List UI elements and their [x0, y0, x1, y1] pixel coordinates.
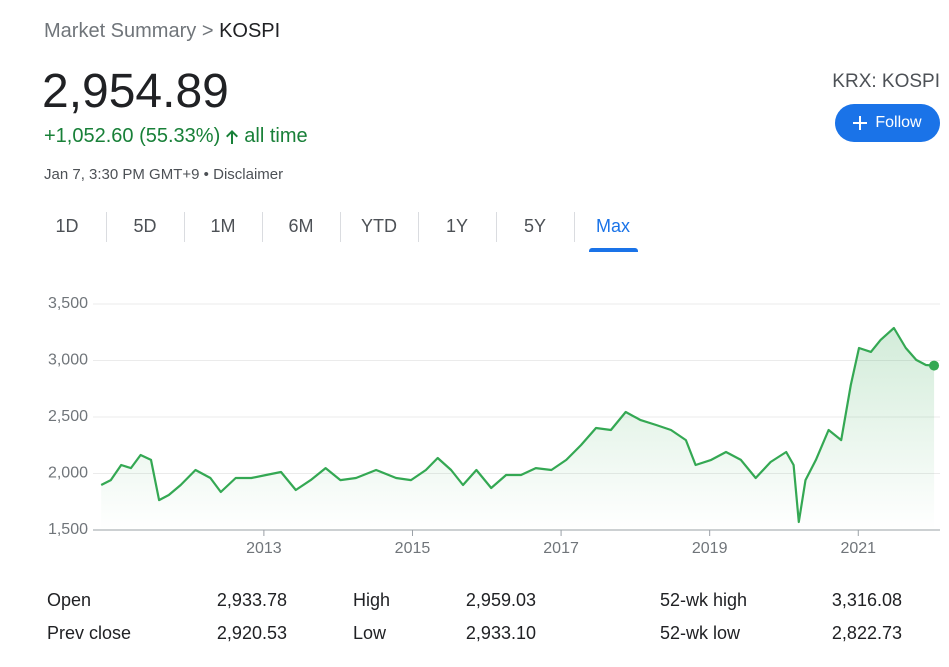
- follow-label: Follow: [875, 114, 922, 131]
- stat-value: 2,933.78: [216, 590, 287, 610]
- breadcrumb-current: KOSPI: [219, 20, 281, 42]
- range-tab[interactable]: 1M: [184, 210, 262, 248]
- stat-label: High: [353, 590, 391, 610]
- timestamp-line: Jan 7, 3:30 PM GMT+9 • Disclaimer: [44, 166, 283, 183]
- stat-label: Open: [47, 590, 92, 610]
- y-tick-label: 3,000: [48, 352, 88, 369]
- stat-label: Low: [353, 623, 387, 643]
- end-point: [929, 360, 940, 371]
- range-tab[interactable]: YTD: [340, 210, 418, 248]
- range-tab[interactable]: 6M: [262, 210, 340, 248]
- breadcrumb-parent[interactable]: Market Summary: [44, 20, 197, 42]
- x-tick-label: 2017: [543, 540, 579, 557]
- ticker: KRX: KOSPI: [832, 71, 940, 92]
- follow-button[interactable]: Follow: [835, 104, 940, 142]
- plus-icon: [853, 116, 868, 130]
- price-change: +1,052.60 (55.33%) all time: [44, 125, 308, 148]
- x-tick-label: 2013: [246, 540, 282, 557]
- x-tick-label: 2015: [395, 540, 431, 557]
- dot-separator: •: [203, 166, 209, 183]
- breadcrumb: Market Summary > KOSPI: [44, 20, 280, 43]
- timestamp: Jan 7, 3:30 PM GMT+9: [44, 166, 200, 183]
- range-tabs: 1D 5D 1M 6M YTD 1Y 5Y Max: [28, 210, 652, 252]
- range-tab[interactable]: 1D: [55, 216, 79, 236]
- stat-label: 52-wk high: [660, 590, 748, 610]
- change-period: all time: [244, 125, 308, 147]
- chart: 1,500 2,000 2,500 3,000 3,500 2013 2015 2017 201…: [48, 295, 940, 557]
- stat-value: 2,959.03: [465, 590, 536, 610]
- change-value: +1,052.60 (55.33%): [44, 125, 221, 147]
- x-tick-label: 2019: [692, 540, 728, 557]
- y-tick-label: 1,500: [48, 521, 88, 538]
- stats-table: Open 2,933.78 High 2,959.03 52-wk high 3,316.…: [0, 586, 949, 656]
- disclaimer-link[interactable]: Disclaimer: [213, 166, 284, 183]
- range-tab[interactable]: Max: [574, 210, 652, 252]
- range-tab[interactable]: 5D: [106, 210, 184, 248]
- stat-label: Prev close: [47, 623, 132, 643]
- y-tick-label: 3,500: [48, 295, 88, 312]
- y-tick-label: 2,500: [48, 408, 88, 425]
- up-arrow: [226, 129, 239, 144]
- stat-value: 2,822.73: [831, 623, 902, 643]
- range-tab[interactable]: 1Y: [418, 210, 496, 248]
- area-fill: [101, 328, 935, 530]
- y-tick-label: 2,000: [48, 465, 88, 482]
- stat-value: 2,933.10: [465, 623, 536, 643]
- price: 2,954.89: [42, 65, 229, 118]
- breadcrumb-separator: >: [201, 20, 214, 42]
- stat-value: 2,920.53: [216, 623, 287, 643]
- range-tab[interactable]: 5Y: [496, 210, 574, 248]
- stat-value: 3,316.08: [831, 590, 902, 610]
- x-tick-label: 2021: [840, 540, 876, 557]
- price-line: [100, 326, 935, 524]
- stat-label: 52-wk low: [660, 623, 741, 643]
